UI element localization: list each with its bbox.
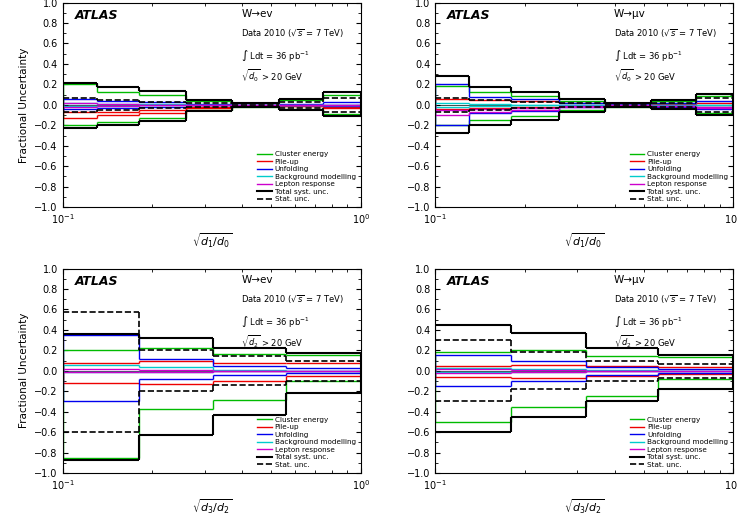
Text: ATLAS: ATLAS — [447, 275, 491, 287]
Text: $\sqrt{d_2}$ > 20 GeV: $\sqrt{d_2}$ > 20 GeV — [242, 334, 304, 350]
Text: $\sqrt{d_2}$ > 20 GeV: $\sqrt{d_2}$ > 20 GeV — [614, 334, 677, 350]
Text: W→ev: W→ev — [242, 9, 273, 19]
Text: $\int$ Ldt = 36 pb$^{-1}$: $\int$ Ldt = 36 pb$^{-1}$ — [614, 313, 682, 328]
Text: ATLAS: ATLAS — [447, 9, 491, 22]
Text: $\int$ Ldt = 36 pb$^{-1}$: $\int$ Ldt = 36 pb$^{-1}$ — [242, 48, 310, 63]
Legend: Cluster energy, Pile-up, Unfolding, Background modelling, Lepton response, Total: Cluster energy, Pile-up, Unfolding, Back… — [256, 416, 357, 469]
Text: ATLAS: ATLAS — [74, 9, 118, 22]
Text: Data 2010 ($\sqrt{s}$ = 7 TeV): Data 2010 ($\sqrt{s}$ = 7 TeV) — [242, 293, 344, 306]
Text: W→ev: W→ev — [242, 275, 273, 285]
Text: $\int$ Ldt = 36 pb$^{-1}$: $\int$ Ldt = 36 pb$^{-1}$ — [614, 48, 682, 63]
Text: $\sqrt{d_0}$ > 20 GeV: $\sqrt{d_0}$ > 20 GeV — [242, 68, 304, 84]
Text: Data 2010 ($\sqrt{s}$ = 7 TeV): Data 2010 ($\sqrt{s}$ = 7 TeV) — [614, 293, 716, 306]
Text: ATLAS: ATLAS — [74, 275, 118, 287]
X-axis label: $\sqrt{d_3/d_2}$: $\sqrt{d_3/d_2}$ — [565, 497, 604, 515]
Y-axis label: Fractional Uncertainty: Fractional Uncertainty — [18, 313, 29, 429]
Legend: Cluster energy, Pile-up, Unfolding, Background modelling, Lepton response, Total: Cluster energy, Pile-up, Unfolding, Back… — [629, 149, 730, 204]
Text: Data 2010 ($\sqrt{s}$ = 7 TeV): Data 2010 ($\sqrt{s}$ = 7 TeV) — [614, 27, 716, 40]
X-axis label: $\sqrt{d_1/d_0}$: $\sqrt{d_1/d_0}$ — [565, 231, 604, 250]
Legend: Cluster energy, Pile-up, Unfolding, Background modelling, Lepton response, Total: Cluster energy, Pile-up, Unfolding, Back… — [256, 149, 357, 204]
X-axis label: $\sqrt{d_3/d_2}$: $\sqrt{d_3/d_2}$ — [192, 497, 231, 515]
Text: Data 2010 ($\sqrt{s}$ = 7 TeV): Data 2010 ($\sqrt{s}$ = 7 TeV) — [242, 27, 344, 40]
Y-axis label: Fractional Uncertainty: Fractional Uncertainty — [18, 47, 29, 162]
Text: $\sqrt{d_0}$ > 20 GeV: $\sqrt{d_0}$ > 20 GeV — [614, 68, 677, 84]
Legend: Cluster energy, Pile-up, Unfolding, Background modelling, Lepton response, Total: Cluster energy, Pile-up, Unfolding, Back… — [629, 416, 730, 469]
Text: W→μv: W→μv — [614, 9, 646, 19]
X-axis label: $\sqrt{d_1/d_0}$: $\sqrt{d_1/d_0}$ — [192, 231, 231, 250]
Text: $\int$ Ldt = 36 pb$^{-1}$: $\int$ Ldt = 36 pb$^{-1}$ — [242, 313, 310, 328]
Text: W→μv: W→μv — [614, 275, 646, 285]
